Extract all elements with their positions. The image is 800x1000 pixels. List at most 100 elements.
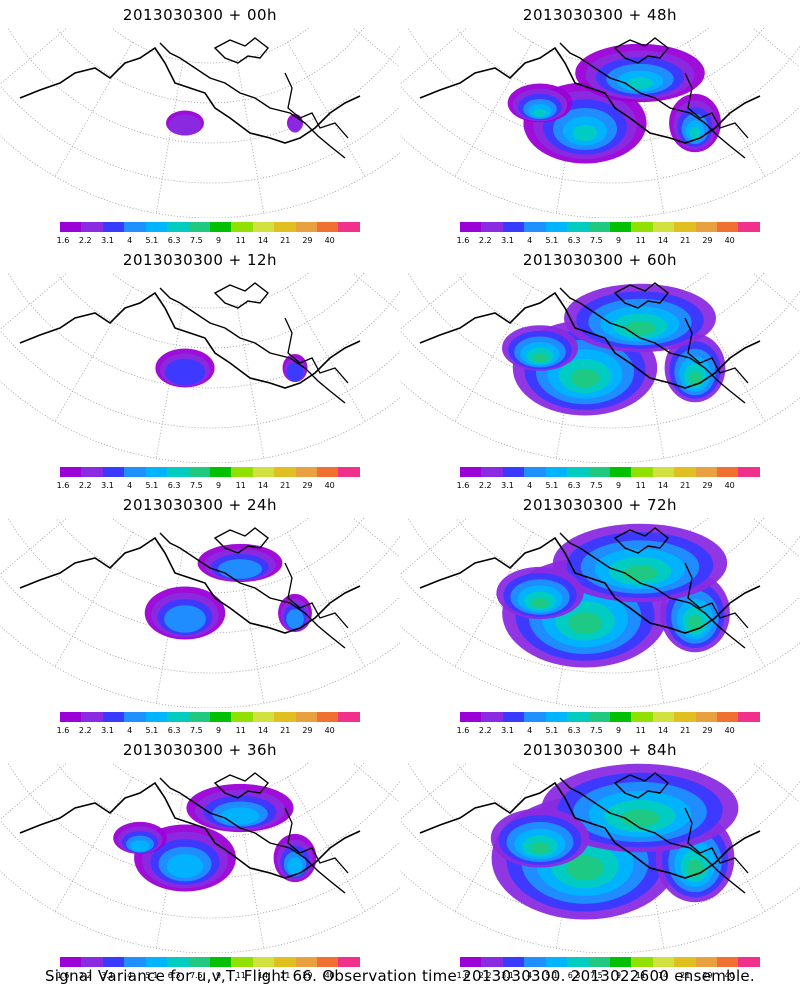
colorbar bbox=[460, 712, 760, 722]
colorbar-label: 14 bbox=[657, 971, 669, 980]
meridian-line bbox=[752, 28, 800, 68]
colorbar-swatch bbox=[502, 222, 525, 232]
colorbar-swatch bbox=[102, 222, 125, 232]
colorbar-label: 21 bbox=[680, 481, 691, 490]
colorbar-label: 4 bbox=[527, 726, 533, 735]
colorbar-swatch bbox=[252, 712, 275, 722]
latitude-line bbox=[400, 574, 800, 674]
variance-field bbox=[113, 783, 317, 892]
coastline bbox=[684, 562, 749, 629]
latitude-line bbox=[7, 518, 400, 634]
colorbar-label: 4 bbox=[527, 971, 533, 980]
colorbar-label: 14 bbox=[657, 236, 669, 245]
colorbar-label: 3.1 bbox=[501, 481, 514, 490]
colorbar-swatch bbox=[481, 712, 503, 722]
meridian-line bbox=[400, 273, 468, 330]
latitude-line bbox=[7, 28, 400, 144]
colorbar-swatch bbox=[481, 467, 503, 477]
colorbar-label: 11 bbox=[235, 481, 246, 490]
colorbar-label: 11 bbox=[235, 726, 246, 735]
colorbar-label: 9 bbox=[616, 481, 622, 490]
latitude-line bbox=[400, 329, 800, 429]
arctic-islands bbox=[613, 282, 669, 309]
coastline bbox=[19, 291, 361, 389]
colorbar-label: 2.2 bbox=[478, 971, 492, 980]
variance-contour bbox=[622, 565, 658, 581]
colorbar-label: 7.5 bbox=[589, 971, 603, 980]
colorbar-label: 6.3 bbox=[167, 971, 181, 980]
colorbar-swatch bbox=[317, 467, 339, 477]
colorbar-label: 4 bbox=[127, 481, 133, 490]
coastline bbox=[559, 287, 746, 404]
colorbar-label: 6.3 bbox=[567, 481, 581, 490]
variance-contour bbox=[620, 809, 660, 827]
meridian-line bbox=[400, 763, 468, 820]
colorbar-swatch bbox=[317, 222, 339, 232]
variance-contour bbox=[166, 853, 204, 879]
colorbar-label: 1.6 bbox=[456, 236, 470, 245]
panel-title: 2013030300 + 60h bbox=[522, 251, 678, 269]
coastline bbox=[19, 536, 361, 634]
colorbar-swatch bbox=[717, 712, 739, 722]
colorbar-labels: 1.6 2.2 3.1 4 5.1 6.3 7.5 9 11 14 21 29 40 bbox=[457, 726, 760, 736]
variance-contour bbox=[531, 597, 549, 609]
colorbar-label: 4 bbox=[127, 726, 133, 735]
meridian-line bbox=[287, 42, 366, 177]
colorbar-label: 2.2 bbox=[478, 726, 492, 735]
meridian-line bbox=[236, 60, 265, 214]
colorbar-swatch bbox=[609, 712, 632, 722]
variance-contour bbox=[286, 609, 304, 629]
colorbar-swatch bbox=[460, 712, 482, 722]
forecast-panel: 2013030300 + 00h 1.6 2.2 3.1 4 5.1 6.3 7.5 9 11 14… bbox=[0, 0, 400, 245]
meridian-line bbox=[236, 305, 265, 459]
colorbar-label: 4 bbox=[527, 481, 533, 490]
latitude-line bbox=[0, 84, 400, 184]
colorbar-label: 5.1 bbox=[145, 481, 159, 490]
colorbar-label: 7.5 bbox=[189, 481, 203, 490]
polar-map bbox=[0, 518, 400, 708]
colorbar-swatch bbox=[338, 222, 360, 232]
colorbar-label: 21 bbox=[680, 236, 691, 245]
colorbar-swatch bbox=[502, 712, 525, 722]
variance-contour bbox=[220, 807, 260, 825]
meridian-line bbox=[555, 60, 584, 214]
colorbar-swatch bbox=[60, 222, 82, 232]
variance-field bbox=[490, 763, 739, 920]
meridian-line bbox=[636, 60, 665, 214]
colorbar-labels: 1.6 2.2 3.1 4 5.1 6.3 7.5 9 11 14 21 29 40 bbox=[57, 971, 360, 981]
colorbar bbox=[60, 712, 360, 722]
colorbar-label: 14 bbox=[257, 481, 269, 490]
meridian-line bbox=[54, 287, 133, 422]
colorbar-swatch bbox=[460, 467, 482, 477]
colorbar-swatch bbox=[188, 957, 210, 967]
figure-caption: Signal Variance for u,v,T. Flight 66. Ob… bbox=[44, 967, 756, 985]
colorbar-label: 40 bbox=[724, 236, 735, 245]
colorbar-swatch bbox=[102, 467, 125, 477]
colorbar-label: 9 bbox=[616, 236, 622, 245]
colorbar-label: 6.3 bbox=[167, 236, 181, 245]
panel-title: 2013030300 + 36h bbox=[122, 741, 278, 759]
meridian-line bbox=[752, 273, 800, 313]
colorbar-swatch bbox=[567, 712, 589, 722]
colorbar-label: 29 bbox=[302, 971, 313, 980]
colorbar-swatch bbox=[567, 222, 589, 232]
colorbar-label: 5.1 bbox=[545, 481, 559, 490]
colorbar-swatch bbox=[695, 957, 718, 967]
colorbar-label: 21 bbox=[280, 726, 291, 735]
latitude-line bbox=[7, 763, 400, 879]
colorbar-swatch bbox=[588, 957, 610, 967]
coastline bbox=[419, 781, 761, 879]
colorbar-swatch bbox=[338, 712, 360, 722]
colorbar bbox=[60, 222, 360, 232]
colorbar-label: 11 bbox=[635, 726, 646, 735]
arctic-islands bbox=[213, 37, 269, 64]
meridian-line bbox=[352, 28, 400, 68]
colorbar-swatch bbox=[167, 467, 189, 477]
meridian-line bbox=[0, 28, 68, 85]
meridian-line bbox=[0, 273, 68, 330]
colorbar-labels: 1.6 2.2 3.1 4 5.1 6.3 7.5 9 11 14 21 29 40 bbox=[57, 481, 360, 491]
coastline bbox=[159, 287, 346, 404]
colorbar-swatch bbox=[631, 957, 653, 967]
colorbar bbox=[60, 467, 360, 477]
latitude-line bbox=[400, 84, 800, 184]
